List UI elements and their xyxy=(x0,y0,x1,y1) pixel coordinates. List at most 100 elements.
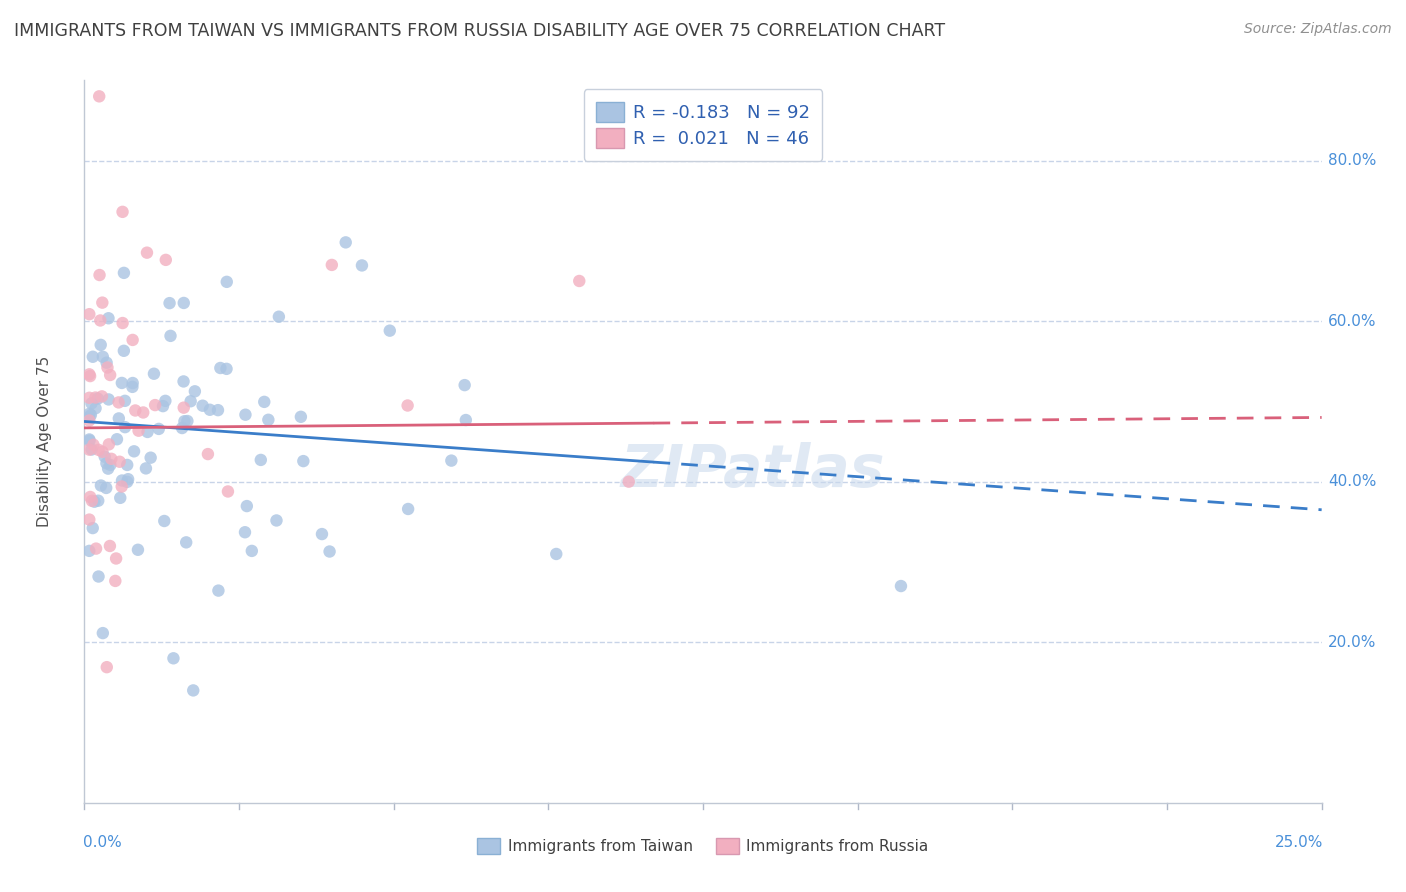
Point xyxy=(546,547,568,561)
Point xyxy=(240,544,263,558)
Point xyxy=(148,422,170,436)
Point xyxy=(127,542,149,557)
Point xyxy=(253,395,276,409)
Point xyxy=(139,450,162,465)
Point xyxy=(87,493,110,508)
Point xyxy=(290,409,312,424)
Point xyxy=(173,296,195,310)
Point xyxy=(215,362,238,376)
Point xyxy=(454,413,477,427)
Point xyxy=(112,266,135,280)
Point xyxy=(98,539,121,553)
Point xyxy=(378,324,401,338)
Point xyxy=(105,432,128,446)
Point xyxy=(87,392,110,406)
Point xyxy=(215,275,238,289)
Point xyxy=(79,369,101,384)
Point xyxy=(209,361,232,376)
Point xyxy=(266,513,288,527)
Point xyxy=(111,474,134,488)
Point xyxy=(152,399,174,413)
Point xyxy=(84,401,107,416)
Point xyxy=(292,454,315,468)
Point xyxy=(80,442,103,457)
Point xyxy=(122,444,145,458)
Point xyxy=(97,311,120,326)
Point xyxy=(82,438,104,452)
Point xyxy=(89,89,111,103)
Point xyxy=(111,316,134,330)
Point xyxy=(153,514,176,528)
Point xyxy=(249,453,271,467)
Point xyxy=(136,425,159,439)
Point xyxy=(83,494,105,508)
Point xyxy=(176,414,198,428)
Point xyxy=(181,683,204,698)
Point xyxy=(115,458,138,472)
Point xyxy=(121,333,143,347)
Point xyxy=(82,521,104,535)
Point xyxy=(79,513,101,527)
Point xyxy=(79,407,101,421)
Text: Source: ZipAtlas.com: Source: ZipAtlas.com xyxy=(1244,22,1392,37)
Point xyxy=(91,445,114,459)
Point xyxy=(335,235,357,250)
Point xyxy=(267,310,290,324)
Text: 60.0%: 60.0% xyxy=(1327,314,1376,328)
Point xyxy=(89,313,111,327)
Point xyxy=(111,376,134,390)
Text: ZIPatlas: ZIPatlas xyxy=(620,442,884,499)
Point xyxy=(111,479,134,493)
Point xyxy=(79,544,101,558)
Point xyxy=(98,368,121,382)
Point xyxy=(135,461,157,475)
Point xyxy=(142,367,165,381)
Point xyxy=(184,384,207,399)
Text: 0.0%: 0.0% xyxy=(83,835,122,850)
Point xyxy=(90,478,112,492)
Point xyxy=(124,403,146,417)
Point xyxy=(97,461,120,475)
Point xyxy=(91,626,114,640)
Point xyxy=(162,651,184,665)
Point xyxy=(172,421,194,435)
Point xyxy=(173,401,195,415)
Point xyxy=(96,356,118,370)
Text: 25.0%: 25.0% xyxy=(1274,835,1323,850)
Point xyxy=(155,393,177,408)
Point xyxy=(174,535,197,549)
Point xyxy=(97,437,120,451)
Point xyxy=(107,395,129,409)
Point xyxy=(236,499,259,513)
Point xyxy=(79,434,101,448)
Point xyxy=(321,258,343,272)
Point xyxy=(79,433,101,447)
Point xyxy=(155,252,177,267)
Point xyxy=(108,411,131,425)
Point xyxy=(311,527,333,541)
Point xyxy=(233,525,256,540)
Point xyxy=(87,569,110,583)
Point xyxy=(79,490,101,504)
Point xyxy=(91,389,114,403)
Point xyxy=(80,396,103,410)
Point xyxy=(257,413,280,427)
Point xyxy=(108,455,131,469)
Point xyxy=(617,475,640,489)
Text: 20.0%: 20.0% xyxy=(1327,635,1376,649)
Point xyxy=(110,491,132,505)
Point xyxy=(235,408,257,422)
Point xyxy=(453,378,475,392)
Point xyxy=(91,295,114,310)
Point xyxy=(96,456,118,470)
Point xyxy=(79,409,101,424)
Point xyxy=(117,472,139,486)
Point xyxy=(396,502,419,516)
Point xyxy=(97,392,120,407)
Point xyxy=(80,493,103,508)
Text: IMMIGRANTS FROM TAIWAN VS IMMIGRANTS FROM RUSSIA DISABILITY AGE OVER 75 CORRELAT: IMMIGRANTS FROM TAIWAN VS IMMIGRANTS FRO… xyxy=(14,22,945,40)
Text: 80.0%: 80.0% xyxy=(1327,153,1376,168)
Point xyxy=(114,420,136,434)
Point xyxy=(143,398,166,412)
Point xyxy=(207,583,229,598)
